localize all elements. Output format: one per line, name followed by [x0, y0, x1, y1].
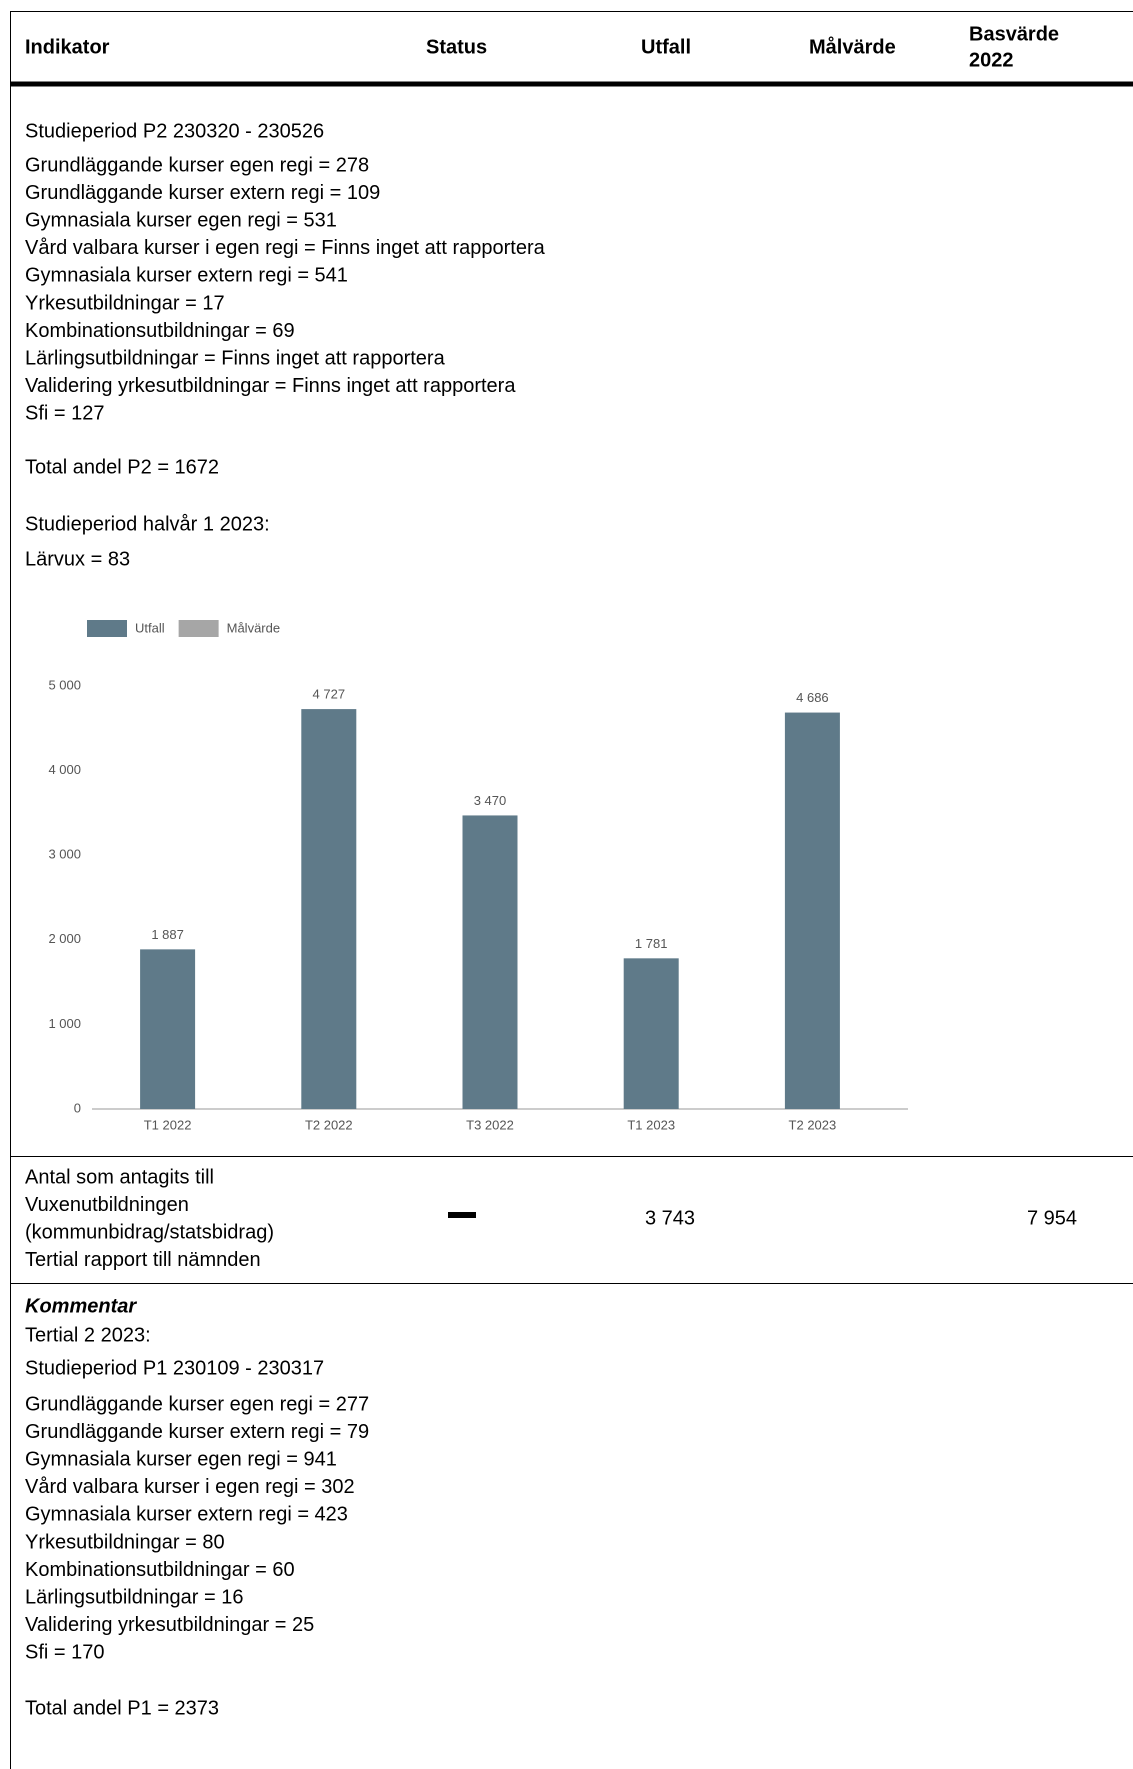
x-tick-label: T1 2023 — [627, 1117, 675, 1132]
comment-line: Grundläggande kurser extern regi = 79 — [25, 1421, 369, 1443]
comment-line: Tertial 2 2023: — [25, 1324, 151, 1346]
legend-label: Utfall — [135, 620, 165, 635]
bar — [784, 712, 840, 1109]
indicator-line: (kommunbidrag/statsbidrag) — [25, 1221, 274, 1243]
comment-line: Validering yrkesutbildningar = 25 — [25, 1614, 314, 1636]
text-line: Vård valbara kurser i egen regi = Finns … — [25, 237, 546, 259]
bar — [462, 815, 518, 1109]
y-tick-label: 5 000 — [48, 677, 81, 692]
header-cell: Status — [426, 36, 487, 58]
x-tick-label: T3 2022 — [466, 1117, 514, 1132]
value-label: 1 887 — [151, 927, 184, 942]
y-tick-label: 0 — [74, 1100, 81, 1115]
comment-line: Studieperiod P1 230109 - 230317 — [25, 1357, 324, 1379]
bar — [623, 958, 679, 1109]
comment-line: Gymnasiala kurser extern regi = 423 — [25, 1504, 348, 1526]
text-line: Kombinationsutbildningar = 69 — [25, 320, 295, 342]
legend-swatch — [87, 620, 127, 637]
text-line: Gymnasiala kurser egen regi = 531 — [25, 209, 337, 231]
comment-line: Grundläggande kurser egen regi = 277 — [25, 1393, 369, 1415]
text-line: Sfi = 127 — [25, 403, 105, 425]
status-dash — [448, 1212, 476, 1218]
comment-line: Lärlingsutbildningar = 16 — [25, 1586, 244, 1608]
basvarde-value: 7 954 — [1027, 1207, 1077, 1229]
x-tick-label: T2 2023 — [789, 1117, 837, 1132]
indicator-line: Antal som antagits till — [25, 1166, 214, 1188]
header-cell: Målvärde — [809, 35, 896, 58]
text-line: Total andel P2 = 1672 — [25, 456, 219, 478]
text-line: Lärlingsutbildningar = Finns inget att r… — [25, 347, 446, 369]
legend-label: Målvärde — [227, 620, 280, 635]
comment-line: Yrkesutbildningar = 80 — [25, 1531, 225, 1553]
y-tick-label: 4 000 — [48, 762, 81, 777]
header-cell: 2022 — [969, 49, 1014, 71]
text-line: Grundläggande kurser extern regi = 109 — [25, 182, 380, 204]
text-line: Studieperiod halvår 1 2023: — [25, 513, 270, 535]
text-line: Lärvux = 83 — [25, 548, 130, 570]
value-label: 4 727 — [313, 687, 346, 702]
y-tick-label: 1 000 — [48, 1016, 81, 1031]
utfall-value: 3 743 — [645, 1207, 695, 1229]
comment-line: Kombinationsutbildningar = 60 — [25, 1559, 295, 1581]
value-label: 1 781 — [635, 936, 668, 951]
y-tick-label: 3 000 — [48, 847, 81, 862]
comment-line: Sfi = 170 — [25, 1642, 105, 1664]
header-cell: Basvärde — [969, 23, 1059, 45]
comment-title: Kommentar — [25, 1295, 137, 1317]
header-cell: Utfall — [641, 36, 691, 58]
bar — [140, 949, 196, 1109]
text-line: Studieperiod P2 230320 - 230526 — [25, 120, 324, 142]
text-line: Grundläggande kurser egen regi = 278 — [25, 154, 369, 176]
comment-line: Vård valbara kurser i egen regi = 302 — [25, 1476, 355, 1498]
text-line: Validering yrkesutbildningar = Finns ing… — [25, 375, 516, 397]
text-line: Yrkesutbildningar = 17 — [25, 292, 225, 314]
comment-line: Total andel P1 = 2373 — [25, 1697, 219, 1719]
legend-swatch — [178, 620, 219, 637]
header-cell: Indikator — [25, 36, 110, 58]
comment-line: Gymnasiala kurser egen regi = 941 — [25, 1448, 337, 1470]
value-label: 3 470 — [474, 793, 507, 808]
x-tick-label: T1 2022 — [144, 1117, 192, 1132]
y-tick-label: 2 000 — [48, 931, 81, 946]
indicator-line: Vuxenutbildningen — [25, 1194, 189, 1216]
text-line: Gymnasiala kurser extern regi = 541 — [25, 265, 348, 287]
x-tick-label: T2 2022 — [305, 1117, 353, 1132]
bar — [301, 709, 357, 1109]
value-label: 4 686 — [796, 690, 829, 705]
indicator-line: Tertial rapport till nämnden — [25, 1249, 261, 1271]
